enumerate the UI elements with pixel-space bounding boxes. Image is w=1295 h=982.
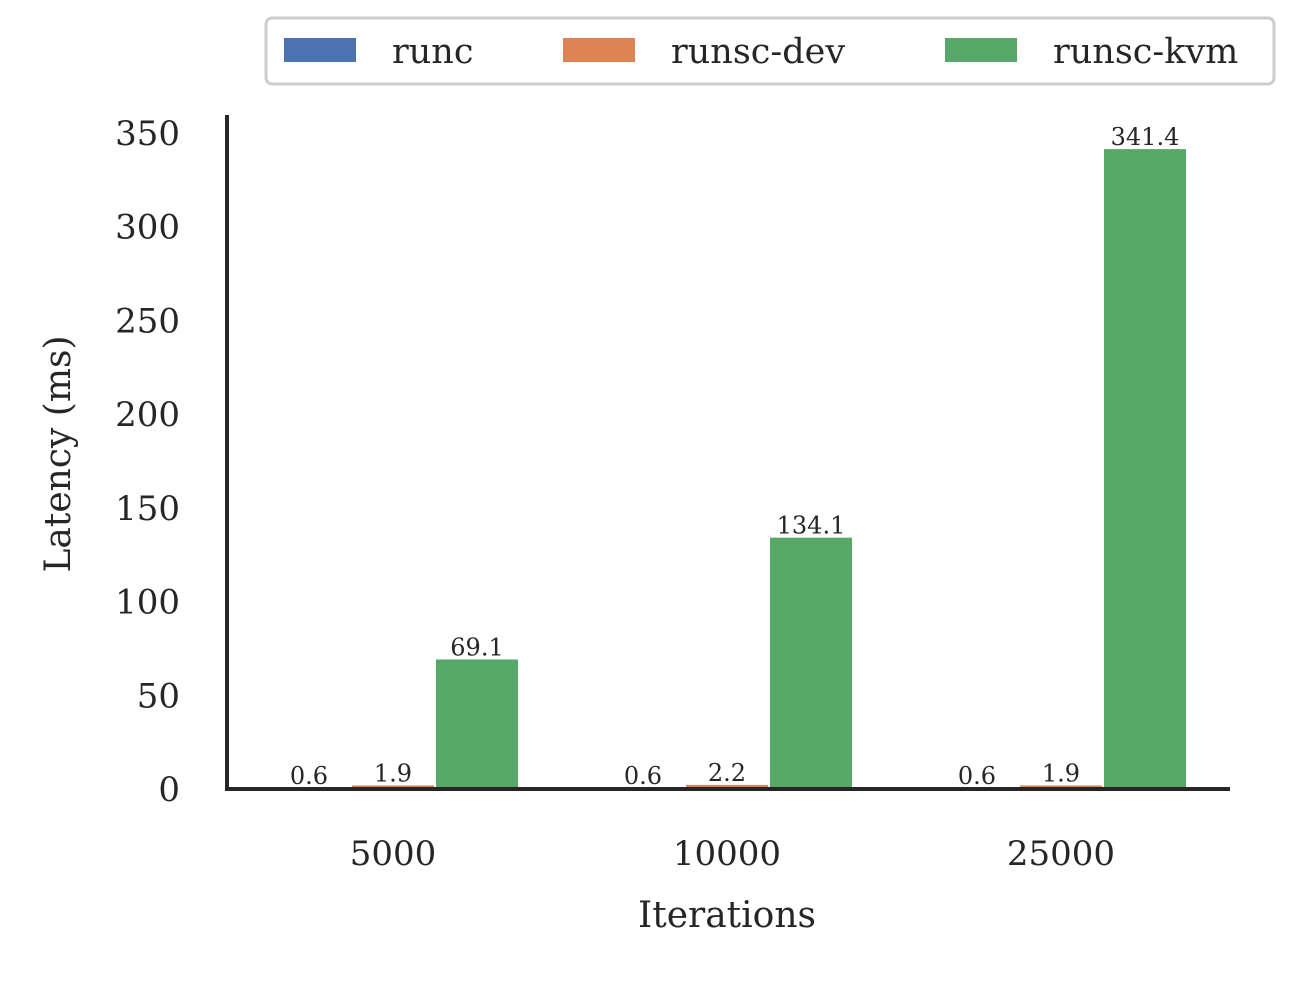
x-tick-label: 10000 xyxy=(673,834,781,874)
y-tick-label: 250 xyxy=(115,301,180,341)
x-axis-title: Iterations xyxy=(638,895,816,936)
bar-label-runsc-dev-25000: 1.9 xyxy=(1042,759,1080,787)
x-axis-ticks: 5000 10000 25000 xyxy=(350,834,1115,874)
y-tick-label: 200 xyxy=(115,395,180,435)
y-axis-title: Latency (ms) xyxy=(38,336,79,573)
bar-label-runsc-kvm-10000: 134.1 xyxy=(777,512,846,540)
legend-swatch-runsc-dev xyxy=(563,38,635,62)
x-tick-label: 25000 xyxy=(1007,834,1115,874)
bar-label-runc-25000: 0.6 xyxy=(958,762,996,790)
y-tick-label: 50 xyxy=(137,676,180,716)
bar-label-runsc-dev-10000: 2.2 xyxy=(708,759,746,787)
bar-label-runc-5000: 0.6 xyxy=(290,762,328,790)
bars xyxy=(268,149,1186,789)
legend-swatch-runsc-kvm xyxy=(945,38,1017,62)
legend-frame xyxy=(264,16,1276,86)
bar-labels: 0.6 1.9 69.1 0.6 2.2 134.1 0.6 1.9 341.4 xyxy=(290,123,1179,790)
legend-label-runsc-kvm: runsc-kvm xyxy=(1053,32,1238,72)
y-tick-label: 350 xyxy=(115,114,180,154)
y-tick-label: 100 xyxy=(115,583,180,623)
y-tick-label: 150 xyxy=(115,489,180,529)
bar-label-runsc-kvm-5000: 69.1 xyxy=(450,633,503,661)
bar-runsc-dev-10000 xyxy=(686,784,768,789)
legend-label-runc: runc xyxy=(392,32,473,72)
y-tick-label: 0 xyxy=(158,770,180,810)
axes xyxy=(225,115,1230,791)
y-axis-ticks: 0 50 100 150 200 250 300 350 xyxy=(115,114,180,810)
bar-runsc-kvm-5000 xyxy=(436,659,518,789)
bar-runsc-kvm-25000 xyxy=(1104,149,1186,789)
y-tick-label: 300 xyxy=(115,208,180,248)
bar-label-runsc-kvm-25000: 341.4 xyxy=(1111,123,1180,151)
legend: runc runsc-dev runsc-kvm xyxy=(264,16,1276,86)
bar-label-runc-10000: 0.6 xyxy=(624,762,662,790)
x-tick-label: 5000 xyxy=(350,834,437,874)
bar-runsc-kvm-10000 xyxy=(770,537,852,789)
legend-label-runsc-dev: runsc-dev xyxy=(671,32,845,72)
legend-swatch-runc xyxy=(284,38,356,62)
bar-label-runsc-dev-5000: 1.9 xyxy=(374,759,412,787)
